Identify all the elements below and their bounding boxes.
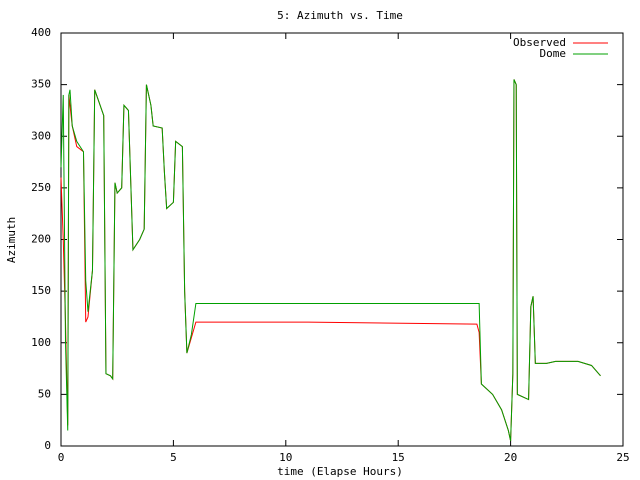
y-tick-label: 300 <box>31 129 51 142</box>
chart-title: 5: Azimuth vs. Time <box>277 9 403 22</box>
x-tick-label: 25 <box>616 451 629 464</box>
y-tick-label: 400 <box>31 26 51 39</box>
series-line <box>60 79 601 441</box>
y-tick-label: 250 <box>31 181 51 194</box>
series-line <box>60 79 601 441</box>
y-tick-label: 50 <box>38 387 51 400</box>
y-tick-label: 100 <box>31 336 51 349</box>
plot-frame <box>60 32 624 447</box>
legend-label: Observed <box>513 36 566 49</box>
x-tick-label: 20 <box>504 451 517 464</box>
legend-label: Dome <box>540 47 567 60</box>
y-tick-label: 0 <box>44 439 51 452</box>
x-tick-label: 15 <box>392 451 405 464</box>
y-axis-label: Azimuth <box>5 217 18 263</box>
x-tick-label: 10 <box>279 451 292 464</box>
y-tick-label: 150 <box>31 284 51 297</box>
y-tick-label: 350 <box>31 78 51 91</box>
x-tick-label: 5 <box>170 451 177 464</box>
x-axis-label: time (Elapse Hours) <box>277 465 403 478</box>
y-tick-label: 200 <box>31 233 51 246</box>
x-tick-label: 0 <box>58 451 65 464</box>
